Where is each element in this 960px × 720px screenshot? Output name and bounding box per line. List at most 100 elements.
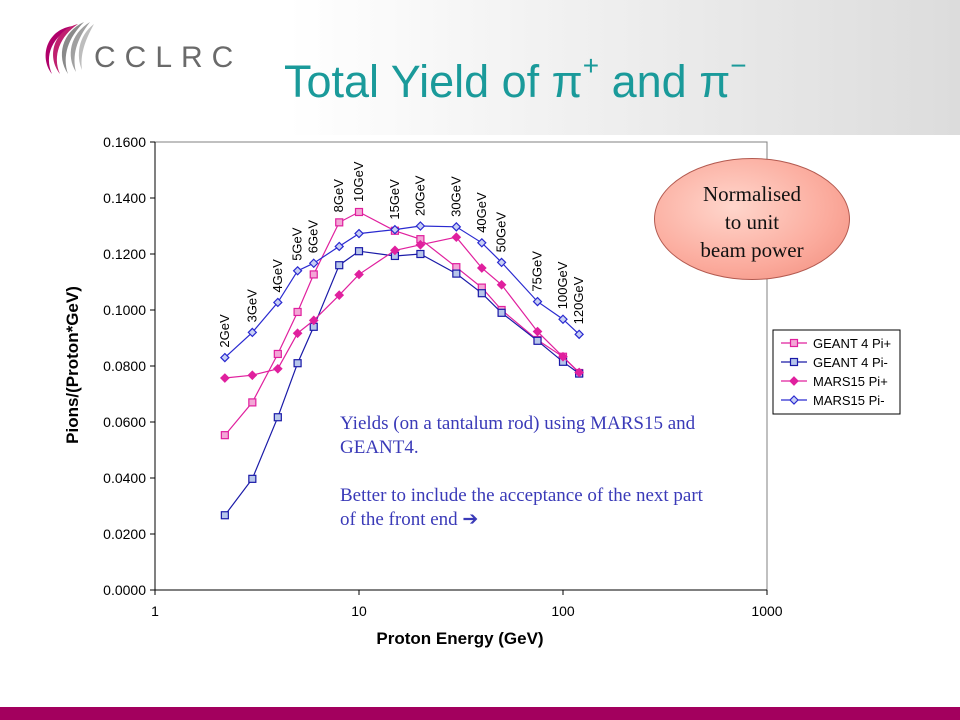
data-point [220, 352, 230, 363]
point-energy-label: 5GeV [290, 227, 305, 261]
logo-text: CCLRC [94, 41, 243, 74]
data-point [220, 373, 230, 383]
data-point [220, 511, 229, 520]
data-point [452, 269, 461, 278]
data-point [496, 279, 507, 290]
data-point [247, 327, 258, 338]
point-energy-label: 50GeV [494, 212, 509, 253]
data-point [309, 270, 318, 279]
chart-ticks: 0.0000 0.0200 0.0400 0.0600 0.0800 0.1000 0.12… [103, 134, 783, 619]
x-axis-label: Proton Energy (GeV) [376, 629, 543, 648]
point-energy-label: 15GeV [387, 179, 402, 220]
point-energy-label: 2GeV [217, 314, 232, 348]
y-tick-label: 0.0200 [103, 526, 146, 542]
data-point [532, 296, 543, 307]
data-point [272, 363, 283, 374]
annotation-text: Yields (on a tantalum rod) using MARS15 … [340, 412, 720, 556]
y-tick-label: 0.0000 [103, 582, 146, 598]
annotation-line-2: Better to include the acceptance of the … [340, 485, 703, 530]
bubble-line-2: to unit [724, 210, 780, 234]
chart-point-labels: 2GeV 3GeV 4GeV 5GeV 6GeV 8GeV 10GeV 15GeV 20GeV 3… [217, 161, 586, 347]
data-point [390, 245, 400, 256]
data-point [292, 328, 303, 339]
cclrc-logo-swoosh-icon [45, 22, 94, 74]
point-energy-label: 30GeV [448, 176, 463, 217]
data-point [273, 349, 282, 359]
bubble-line-3: beam power [700, 238, 804, 262]
data-point [574, 329, 585, 340]
y-tick-label: 0.0400 [103, 470, 146, 486]
data-point [292, 265, 303, 276]
data-point [273, 413, 282, 422]
normalised-bubble [654, 158, 850, 280]
title-minus-sign: − [730, 50, 747, 81]
point-energy-label: 3GeV [244, 289, 259, 323]
data-point [415, 221, 426, 231]
data-point [335, 218, 344, 227]
series-geant-4-pi- [220, 247, 584, 520]
point-energy-label: 20GeV [412, 175, 427, 216]
series-mars15-pi- [220, 221, 585, 363]
point-energy-label: 100GeV [555, 261, 570, 309]
x-tick-label: 1000 [751, 603, 782, 619]
data-point [390, 224, 400, 235]
point-energy-label: 6GeV [306, 220, 321, 254]
data-point [335, 261, 344, 270]
bubble-line-1: Normalised [703, 182, 801, 206]
data-point [308, 315, 319, 326]
data-point [293, 307, 302, 317]
x-tick-label: 10 [351, 603, 367, 619]
title-and: and [599, 56, 700, 107]
data-point [415, 239, 426, 250]
data-point [558, 314, 568, 325]
series-geant-4-pi- [220, 207, 584, 440]
legend-entry: GEANT 4 Pi- [781, 355, 888, 370]
legend-marker [789, 357, 799, 367]
data-point [558, 351, 568, 362]
data-point [476, 237, 487, 248]
data-point [248, 474, 257, 483]
title-pi-plus: π [551, 56, 583, 107]
data-point [334, 241, 345, 252]
header-band [0, 0, 960, 135]
y-tick-label: 0.0800 [103, 358, 146, 374]
data-point [532, 326, 543, 337]
point-energy-label: 75GeV [530, 251, 545, 292]
data-point [308, 258, 319, 269]
point-energy-label: 40GeV [474, 192, 489, 233]
footer-bar [0, 707, 960, 720]
data-point [354, 207, 364, 217]
y-tick-label: 0.1600 [103, 134, 146, 150]
series-mars15-pi- [220, 232, 585, 383]
point-energy-label: 10GeV [351, 161, 366, 202]
legend-label: MARS15 Pi- [813, 393, 885, 408]
data-point [220, 431, 229, 440]
title-plus-sign: + [582, 50, 600, 81]
data-point [476, 263, 487, 273]
y-tick-label: 0.1200 [103, 246, 146, 262]
point-energy-label: 8GeV [331, 179, 346, 213]
title-main: Total Yield of [284, 56, 552, 107]
data-point [272, 297, 283, 308]
x-tick-label: 100 [551, 603, 575, 619]
y-tick-label: 0.1000 [103, 302, 146, 318]
data-point [247, 370, 258, 381]
bubble-text: Normalised to unit beam power [654, 180, 850, 264]
data-point [451, 221, 462, 232]
page-title: Total Yield of π+ and π− [284, 50, 747, 108]
data-point [451, 232, 462, 243]
legend-marker [789, 376, 799, 386]
annotation-line-1: Yields (on a tantalum rod) using MARS15 … [340, 413, 696, 458]
data-point [354, 269, 364, 280]
series-line [224, 211, 580, 436]
data-point [354, 228, 364, 239]
data-point [293, 359, 302, 368]
legend-entry: MARS15 Pi+ [781, 374, 888, 389]
legend-label: GEANT 4 Pi+ [813, 336, 891, 351]
legend-entry: MARS15 Pi- [781, 393, 885, 408]
data-point [496, 257, 507, 268]
legend-label: GEANT 4 Pi- [813, 355, 888, 370]
data-point [354, 247, 364, 256]
legend-marker [789, 395, 799, 405]
